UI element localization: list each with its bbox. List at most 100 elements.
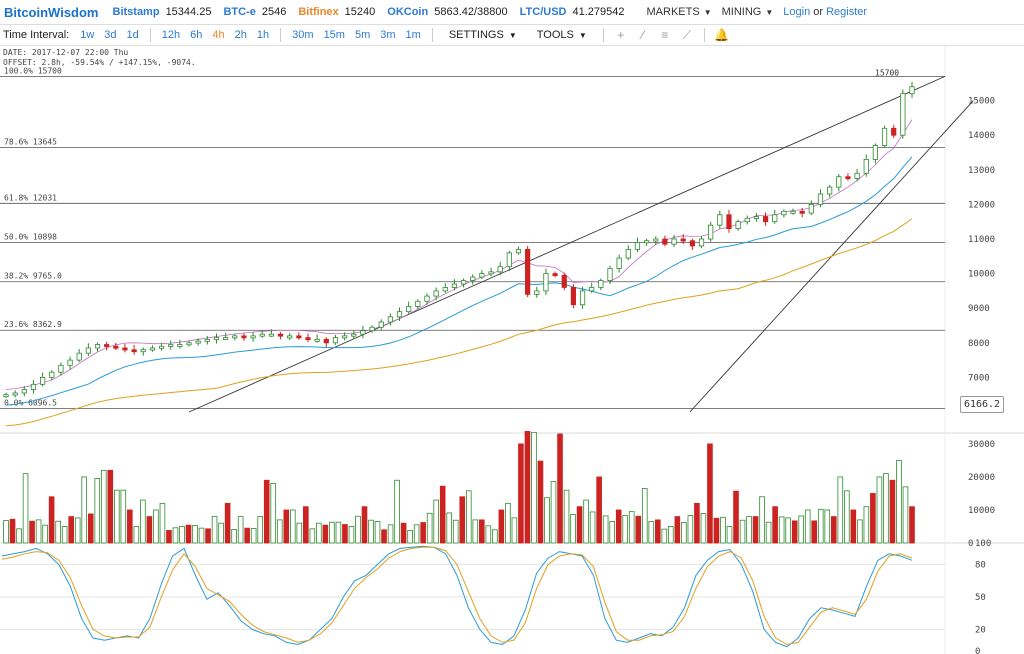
candle — [616, 257, 622, 269]
volume-bar — [42, 524, 48, 544]
candle — [168, 344, 174, 347]
candle — [735, 221, 741, 230]
candle — [488, 271, 494, 275]
volume-bar — [465, 490, 472, 544]
volume-bar — [654, 519, 661, 544]
time-interval-label: Time Interval: — [3, 29, 70, 41]
markets-menu[interactable]: MARKETS ▼ — [647, 6, 712, 18]
login-link[interactable]: Login — [783, 6, 811, 18]
bell-icon[interactable]: 🔔 — [714, 28, 730, 42]
candle — [744, 217, 750, 223]
volume-bar — [622, 515, 629, 544]
volume-bar — [492, 529, 498, 544]
candle — [753, 216, 760, 219]
volume-bar — [739, 519, 746, 544]
interval-4h[interactable]: 4h — [212, 29, 225, 41]
candle — [113, 345, 119, 349]
settings-label: SETTINGS — [448, 29, 504, 41]
volume-bar — [420, 522, 426, 544]
candle — [223, 337, 229, 341]
tools-menu[interactable]: TOOLS ▼ — [537, 29, 587, 41]
volume-bar — [342, 524, 348, 544]
line-draw-icon[interactable]: ⁄ — [641, 28, 644, 42]
market-ltcusd[interactable]: LTC/USD 41.279542 — [520, 6, 625, 18]
volume-bar — [22, 473, 29, 544]
candle — [644, 240, 650, 244]
candle — [881, 127, 888, 146]
candle — [717, 214, 723, 226]
interval-3m[interactable]: 3m — [380, 29, 396, 41]
volume-bar — [94, 478, 101, 544]
price-tick-label: 14000 — [968, 131, 995, 141]
volume-bar — [817, 508, 824, 544]
candle — [204, 338, 210, 342]
volume-bar — [811, 520, 818, 544]
volume-bar — [172, 527, 179, 544]
interval-12h[interactable]: 12h — [161, 29, 181, 41]
volume-bar — [459, 496, 466, 544]
market-btce[interactable]: BTC-e 2546 — [223, 6, 286, 18]
candle — [387, 316, 393, 323]
volume-bar — [9, 518, 16, 544]
volume-bar — [433, 499, 439, 544]
fan-draw-icon[interactable]: ⟋ — [682, 27, 691, 42]
interval-30m[interactable]: 30m — [292, 29, 314, 41]
interval-1w[interactable]: 1w — [80, 29, 95, 41]
volume-bar — [563, 489, 570, 544]
volume-bar — [263, 479, 270, 544]
volume-bar — [511, 517, 518, 544]
price-chart[interactable]: 100.0% 15700 78.6% 13645 61.8% 12031 50.0% … — [0, 46, 1024, 654]
volume-bar — [589, 511, 596, 544]
volume-bar — [114, 489, 120, 544]
volume-bar — [166, 530, 172, 544]
volume-bar — [237, 516, 244, 544]
market-bitfinex[interactable]: Bitfinex 15240 — [298, 6, 375, 18]
volume-bar — [309, 528, 316, 544]
candle — [268, 333, 274, 337]
stoch-tick-label: 0 — [975, 647, 980, 654]
interval-1m[interactable]: 1m — [405, 29, 421, 41]
candle — [836, 176, 842, 188]
volume-bar — [205, 528, 211, 544]
volume-bar — [896, 460, 902, 544]
interval-15m[interactable]: 15m — [323, 29, 345, 41]
interval-1h[interactable]: 1h — [256, 29, 270, 41]
candle — [342, 335, 348, 339]
mining-menu[interactable]: MINING ▼ — [722, 6, 774, 18]
candle — [552, 273, 558, 277]
candle — [525, 248, 531, 295]
interval-5m[interactable]: 5m — [354, 29, 371, 41]
chevron-down-icon: ▼ — [508, 30, 517, 40]
stoch-k-line — [1, 545, 913, 648]
interval-6h[interactable]: 6h — [190, 29, 203, 41]
crosshair-icon[interactable]: + — [617, 28, 625, 42]
market-okcoin[interactable]: OKCoin 5863.42/38800 — [387, 6, 507, 18]
market-bitstamp[interactable]: Bitstamp 15344.25 — [113, 6, 212, 18]
stoch-d-line — [1, 546, 913, 646]
candle — [3, 394, 9, 398]
market-price: 2546 — [261, 6, 287, 18]
auth-links: Login or Register — [783, 6, 867, 18]
stoch-tick-label: 50 — [975, 593, 986, 603]
volume-bar — [524, 430, 531, 544]
candle — [470, 276, 476, 281]
volume-bar — [681, 522, 687, 544]
candle — [708, 224, 714, 240]
site-logo[interactable]: BitcoinWisdom — [4, 4, 99, 20]
candle — [12, 392, 18, 396]
chevron-down-icon: ▼ — [765, 7, 774, 17]
candle — [104, 344, 110, 347]
horizontal-lines-icon[interactable]: ≡ — [661, 28, 669, 42]
volume-bar — [407, 530, 413, 544]
or-text: or — [813, 6, 824, 18]
interval-1d[interactable]: 1d — [126, 29, 139, 41]
register-link[interactable]: Register — [826, 6, 868, 18]
candle — [854, 172, 860, 179]
settings-menu[interactable]: SETTINGS ▼ — [449, 29, 517, 41]
interval-3d[interactable]: 3d — [104, 29, 117, 41]
volume-bar — [244, 527, 250, 544]
market-name: BTC-e — [223, 6, 256, 18]
interval-2h[interactable]: 2h — [234, 29, 247, 41]
candle — [872, 145, 878, 160]
volume-bar — [863, 506, 870, 544]
